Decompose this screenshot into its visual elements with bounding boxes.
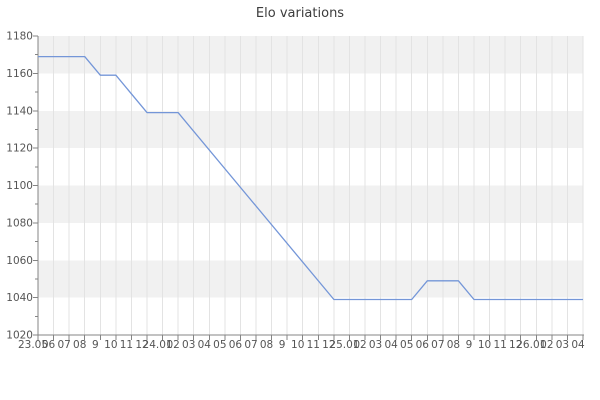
x-tick-label: 06 <box>416 339 430 351</box>
x-tick-label: 04 <box>384 339 398 351</box>
x-tick-label: 12 <box>322 339 335 351</box>
y-ticks <box>33 35 38 336</box>
x-tick-label: 07 <box>244 339 257 351</box>
x-tick-label: 05 <box>400 339 413 351</box>
x-tick-label: 10 <box>291 339 304 351</box>
plot-band <box>38 110 583 149</box>
x-tick-label: 9 <box>466 339 473 351</box>
y-tick-label: 1100 <box>6 180 33 192</box>
x-tick-label: 12 <box>509 339 522 351</box>
x-tick-label: 02 <box>166 339 179 351</box>
plot-band <box>38 260 583 298</box>
x-tick-label: 04 <box>198 339 212 351</box>
x-tick-label: 07 <box>57 339 70 351</box>
x-tick-label: 24.01 <box>143 339 173 351</box>
x-tick-label: 10 <box>478 339 491 351</box>
x-tick-label: 08 <box>260 339 273 351</box>
elo-series-line <box>38 55 583 301</box>
x-tick-label: 04 <box>571 339 585 351</box>
y-tick-label: 1140 <box>6 105 33 117</box>
y-tick-label: 1160 <box>6 68 33 80</box>
x-ticks <box>37 335 584 340</box>
y-tick-labels: 1020 1040 1060 1080 1100 1120 1140 1160 1180 <box>6 31 33 342</box>
x-tick-label: 11 <box>120 339 133 351</box>
y-tick-label: 1060 <box>6 255 33 267</box>
x-tick-label: 08 <box>447 339 460 351</box>
x-tick-label: 03 <box>556 339 569 351</box>
x-tick-label: 23.05 <box>18 339 48 351</box>
chart-title: Elo variations <box>255 6 345 21</box>
y-tick-label: 1020 <box>6 330 33 342</box>
x-tick-label: 02 <box>353 339 366 351</box>
x-tick-label: 02 <box>540 339 553 351</box>
x-tick-label: 25.01 <box>329 339 359 351</box>
x-tick-label: 06 <box>42 339 56 351</box>
vertical-gridlines <box>53 36 584 335</box>
y-tick-label: 1040 <box>6 292 33 304</box>
plot-band <box>38 36 583 74</box>
x-tick-label: 9 <box>279 339 286 351</box>
x-tick-label: 12 <box>135 339 148 351</box>
y-tick-label: 1120 <box>6 143 33 155</box>
x-tick-label: 10 <box>104 339 117 351</box>
y-tick-label: 1080 <box>6 217 33 229</box>
x-tick-label: 05 <box>213 339 226 351</box>
x-tick-label: 03 <box>369 339 382 351</box>
x-tick-label: 06 <box>229 339 243 351</box>
x-tick-label: 08 <box>73 339 86 351</box>
x-tick-label: 11 <box>493 339 506 351</box>
x-tick-label: 26.01 <box>516 339 546 351</box>
y-tick-label: 1180 <box>6 31 33 43</box>
x-tick-label: 07 <box>431 339 444 351</box>
x-tick-label: 03 <box>182 339 195 351</box>
plot-band <box>38 185 583 223</box>
x-tick-label: 11 <box>307 339 320 351</box>
x-tick-label: 9 <box>92 339 99 351</box>
plot-bands <box>38 36 583 298</box>
